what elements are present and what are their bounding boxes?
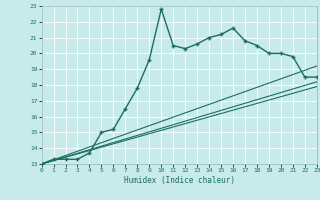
X-axis label: Humidex (Indice chaleur): Humidex (Indice chaleur) xyxy=(124,176,235,185)
